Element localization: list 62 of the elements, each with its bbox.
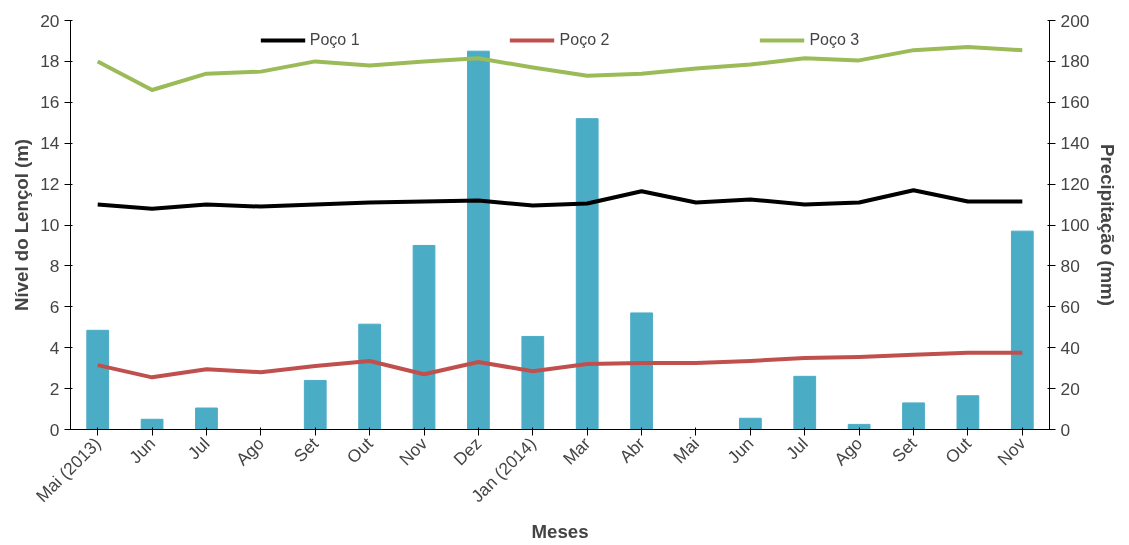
x-tick-label: Jun <box>723 433 758 468</box>
x-tick-label: Dez <box>449 433 486 470</box>
y2-tick-label: 60 <box>1060 296 1080 317</box>
y2-tick-label: 120 <box>1060 174 1090 195</box>
x-tick-label: Jul <box>782 433 812 464</box>
y2-tick-label: 180 <box>1060 51 1090 72</box>
line-series <box>95 188 1025 211</box>
x-tick-label: Abr <box>615 433 649 467</box>
y2-tick-label: 160 <box>1060 92 1090 113</box>
legend-label: Poço 2 <box>559 31 610 49</box>
bar <box>412 244 436 430</box>
x-tick-label: Nov <box>993 433 1030 470</box>
line-series <box>95 350 1025 380</box>
x-tick-label: Out <box>941 433 976 468</box>
y2-axis-title: Precipitação (mm) <box>1097 144 1119 306</box>
bar <box>140 418 164 430</box>
y2-tick-label: 140 <box>1060 133 1090 154</box>
x-tick-label: Mar <box>559 433 595 469</box>
bar <box>956 395 980 430</box>
y-tick-label: 10 <box>40 215 60 235</box>
x-tick-label: Mai <box>669 433 704 468</box>
y-tick-label: 14 <box>40 133 60 154</box>
x-tick-label: Ago <box>830 433 867 470</box>
bar <box>1010 230 1034 430</box>
bar <box>521 335 545 430</box>
x-tick-label: Set <box>289 433 323 466</box>
x-tick-label: Set <box>888 433 921 466</box>
x-axis-title: Meses <box>531 521 589 543</box>
y-tick-label: 12 <box>40 174 60 195</box>
bar <box>847 423 871 430</box>
y-tick-label: 6 <box>49 296 60 317</box>
y-tick-label: 4 <box>49 337 60 358</box>
bar <box>575 118 599 430</box>
bar <box>793 375 817 430</box>
bar <box>630 312 653 430</box>
bar <box>902 402 925 430</box>
y-tick-label: 16 <box>40 92 60 113</box>
bar <box>303 379 327 430</box>
x-tick-label: Jul <box>183 433 214 464</box>
bar <box>358 323 382 430</box>
x-tick-label: Jun <box>125 433 160 468</box>
y-tick-label: 0 <box>49 419 60 440</box>
y2-tick-label: 100 <box>1060 215 1090 235</box>
bar <box>86 329 110 430</box>
y-axis-title: Nível do Lençol (m) <box>11 138 33 312</box>
y-tick-label: 18 <box>40 51 60 72</box>
y-tick-label: 2 <box>49 378 60 399</box>
y2-tick-label: 0 <box>1060 419 1071 440</box>
y-tick-label: 8 <box>49 255 60 276</box>
bar <box>467 50 490 430</box>
y2-tick-label: 200 <box>1060 10 1090 31</box>
bar <box>195 407 218 430</box>
y2-tick-label: 20 <box>1060 378 1080 399</box>
y2-tick-label: 80 <box>1060 255 1080 276</box>
legend-label: Poço 1 <box>309 31 360 49</box>
y2-tick-label: 40 <box>1060 337 1080 358</box>
x-tick-label: Out <box>342 433 377 468</box>
legend-label: Poço 3 <box>809 31 860 49</box>
x-tick-label: Nov <box>395 433 432 470</box>
bar <box>738 417 762 430</box>
x-tick-label: Ago <box>231 433 268 470</box>
y-tick-label: 20 <box>40 10 60 31</box>
